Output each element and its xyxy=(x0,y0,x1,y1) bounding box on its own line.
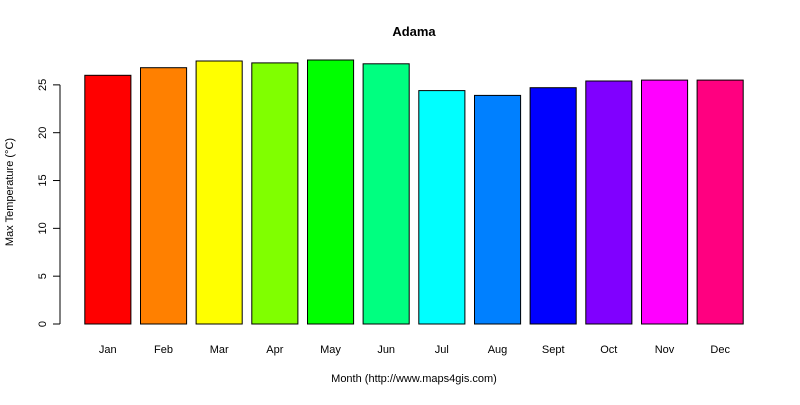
y-tick-label: 5 xyxy=(37,273,49,279)
x-axis-label: Month (http://www.maps4gis.com) xyxy=(331,373,497,385)
x-tick-label: Mar xyxy=(210,344,229,356)
y-tick-label: 20 xyxy=(37,127,49,139)
bar xyxy=(362,63,410,325)
bar xyxy=(140,67,188,325)
x-tick-label: Sept xyxy=(542,344,565,356)
y-tick-label: 25 xyxy=(37,79,49,91)
bar xyxy=(474,94,522,325)
y-axis-label: Max Temperature (°C) xyxy=(4,138,16,246)
x-tick-label: Aug xyxy=(488,344,508,356)
bar xyxy=(307,59,355,325)
x-tick-label: Oct xyxy=(600,344,617,356)
y-axis: 0 5 10 15 20 25 xyxy=(37,79,61,327)
bar xyxy=(529,87,577,325)
y-tick-label: 10 xyxy=(37,222,49,234)
x-tick-labels: Jan Feb Mar Apr May Jun Jul Aug Sept Oct Nov Dec xyxy=(99,344,731,356)
x-tick-label: Jun xyxy=(377,344,395,356)
y-tick-label: 15 xyxy=(37,174,49,186)
x-tick-label: Dec xyxy=(710,344,730,356)
bar xyxy=(418,90,466,325)
x-tick-label: Apr xyxy=(266,344,283,356)
bars xyxy=(84,59,744,325)
bar xyxy=(641,79,689,325)
bar xyxy=(251,62,299,325)
bar xyxy=(195,60,243,325)
x-tick-label: May xyxy=(320,344,341,356)
bar xyxy=(585,80,633,325)
bar xyxy=(84,74,132,325)
x-tick-label: Feb xyxy=(154,344,173,356)
x-tick-label: Nov xyxy=(655,344,675,356)
chart-title: Adama xyxy=(392,24,436,39)
x-tick-label: Jul xyxy=(435,344,449,356)
y-tick-label: 0 xyxy=(37,321,49,327)
x-tick-label: Jan xyxy=(99,344,117,356)
bar xyxy=(696,79,744,325)
